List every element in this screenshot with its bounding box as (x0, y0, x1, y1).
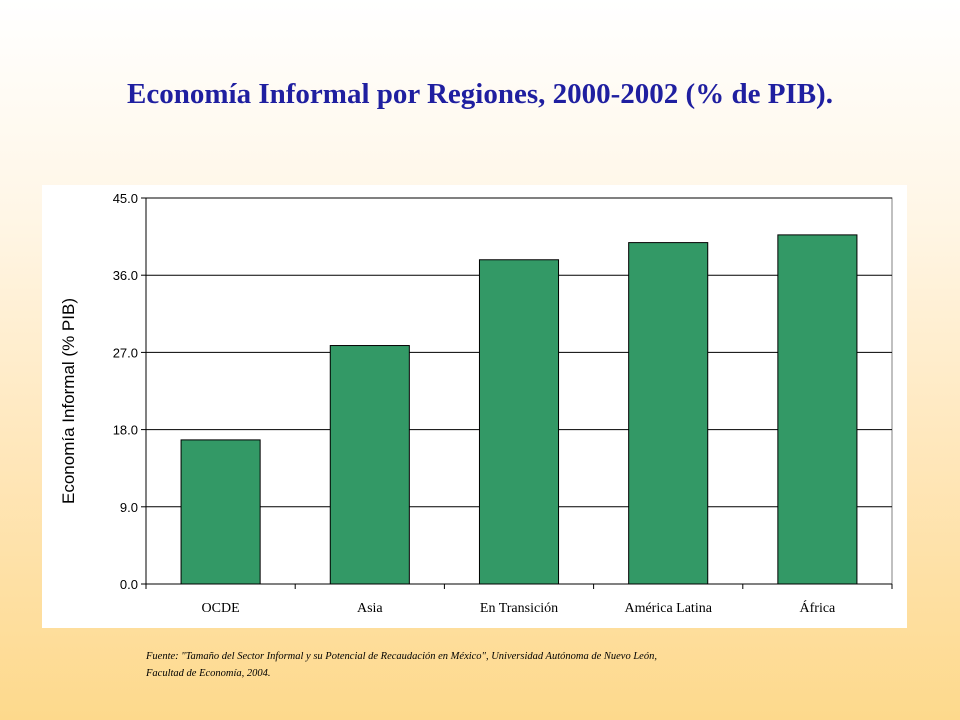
x-tick-label: Asia (357, 601, 383, 616)
y-tick-label: 27.0 (113, 345, 138, 360)
y-tick-label: 45.0 (113, 191, 138, 206)
bar (777, 234, 858, 585)
bar (478, 259, 560, 585)
y-tick-label: 9.0 (120, 500, 138, 515)
source-note: Fuente: "Tamaño del Sector Informal y su… (146, 648, 846, 682)
y-tick-label: 18.0 (113, 423, 138, 438)
bar (329, 345, 410, 585)
source-line-2: Facultad de Economía, 2004. (146, 668, 271, 679)
bar (180, 439, 261, 585)
chart-panel: 0.0 9.0 18.0 27.0 36.0 45.0 OCDE Asia En Transic… (42, 185, 907, 628)
bar-chart: 0.0 9.0 18.0 27.0 36.0 45.0 OCDE Asia En Transic… (59, 191, 893, 616)
source-line-1: Fuente: "Tamaño del Sector Informal y su… (146, 651, 657, 662)
y-axis-label: Economía Informal (% PIB) (59, 298, 78, 504)
x-tick-label: África (800, 599, 837, 616)
bar (628, 242, 709, 585)
y-tick-label: 0.0 (120, 577, 138, 592)
x-tick-label: OCDE (202, 601, 240, 616)
x-tick-label: En Transición (480, 601, 558, 616)
y-tick-label: 36.0 (113, 268, 138, 283)
x-tick-label: América Latina (624, 601, 712, 616)
chart-title: Economía Informal por Regiones, 2000-200… (127, 78, 833, 110)
